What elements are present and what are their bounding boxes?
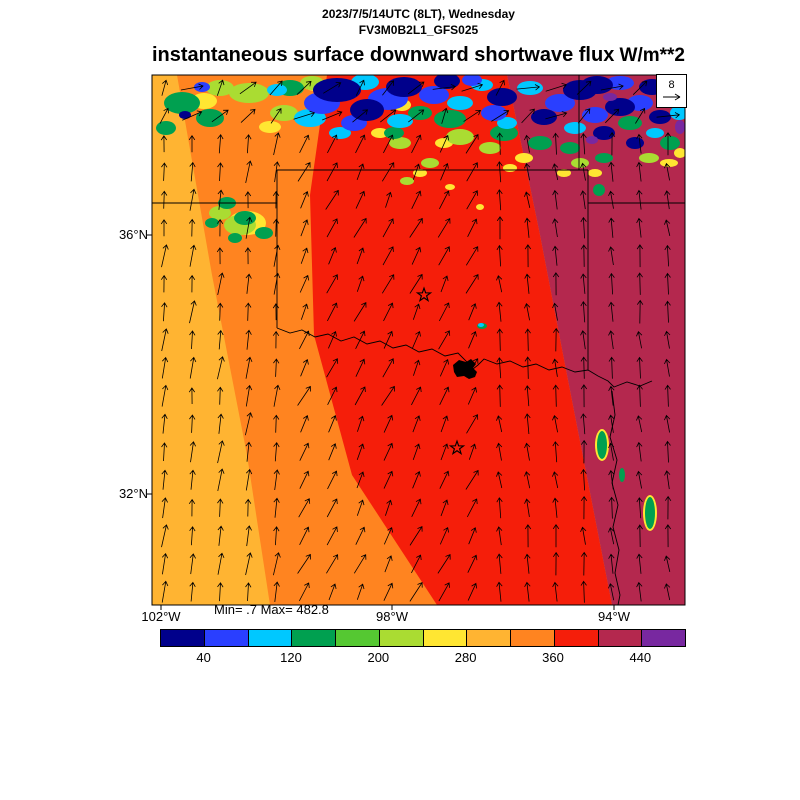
colorbar-tick-label: 280	[454, 650, 477, 665]
wind-arrows-path	[159, 79, 681, 603]
lon-label-102w: 102°W	[141, 609, 181, 624]
colorbar-segment	[335, 630, 379, 646]
wind-vector-layer	[159, 79, 681, 603]
colorbar-segment	[203, 630, 248, 646]
header-model-run: FV3M0B2L1_GFS025	[358, 23, 479, 37]
colorbar	[160, 629, 686, 647]
colorbar-tick-label: 440	[629, 650, 652, 665]
colorbar-segment	[291, 630, 335, 646]
city-star-marker	[448, 439, 466, 455]
map-image	[147, 74, 686, 610]
reference-vector-box: 8	[656, 74, 687, 108]
header-datetime: 2023/7/5/14UTC (8LT), Wednesday	[322, 7, 515, 21]
colorbar-segment	[422, 630, 467, 646]
colorbar-tick-label: 200	[367, 650, 390, 665]
reference-vector-value: 8	[668, 79, 675, 91]
colorbar-segment	[553, 630, 598, 646]
colorbar-segment	[641, 630, 685, 646]
colorbar-tick-label: 40	[196, 650, 211, 665]
east-texas-border	[609, 390, 621, 605]
flux-field	[152, 75, 685, 605]
chart-title: instantaneous surface downward shortwave…	[152, 44, 615, 66]
lon-label-94w: 94°W	[598, 609, 630, 624]
colorbar-segment	[510, 630, 554, 646]
colorbar-segment	[597, 630, 642, 646]
units-label: W/m**2	[619, 45, 685, 66]
map-frame-border	[147, 74, 686, 610]
colorbar-segment	[466, 630, 510, 646]
colorbar-segment	[161, 630, 204, 646]
colorbar-segment	[378, 630, 423, 646]
colorbar-segment	[247, 630, 292, 646]
colorbar-tick-row: 40 120 200 280 360 440	[160, 650, 684, 666]
lake-polygon	[453, 359, 477, 379]
lat-label-32n: 32°N	[118, 486, 148, 501]
state-borders	[152, 75, 685, 605]
minmax-stats: Min= .7 Max= 482.8	[214, 602, 329, 617]
axis-tick-marks	[147, 234, 615, 610]
lon-label-98w: 98°W	[376, 609, 408, 624]
city-star-marker	[415, 286, 433, 302]
lat-label-36n: 36°N	[118, 227, 148, 242]
reference-vector-arrow-icon	[662, 93, 680, 101]
colorbar-tick-label: 360	[542, 650, 564, 665]
colorbar-tick-label: 120	[280, 650, 302, 665]
